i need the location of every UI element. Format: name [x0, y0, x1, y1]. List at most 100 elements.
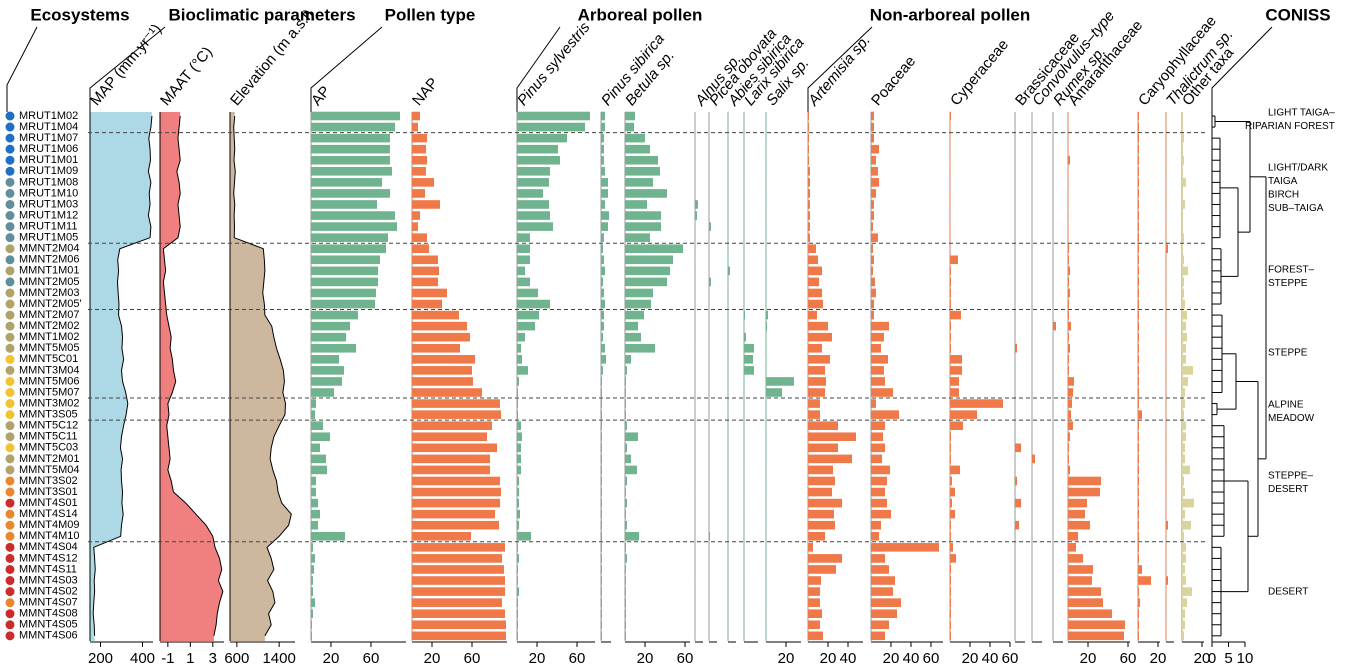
bar — [1182, 454, 1185, 464]
ecosystem-dot — [5, 155, 15, 165]
bar — [1182, 509, 1185, 519]
bar — [601, 189, 608, 198]
bar — [1138, 520, 1139, 530]
bar — [1166, 310, 1167, 320]
bar — [766, 255, 767, 265]
bar — [950, 299, 951, 309]
bar — [695, 543, 696, 552]
bar — [744, 122, 745, 132]
sample-label: MMNT2M07 — [19, 309, 80, 321]
bar — [744, 554, 745, 563]
bar — [311, 598, 315, 607]
bar — [766, 211, 767, 220]
bar — [517, 631, 518, 641]
bar — [808, 222, 810, 231]
bar — [625, 299, 651, 309]
bar — [625, 509, 626, 519]
bar — [808, 332, 832, 342]
bar — [311, 277, 378, 287]
sample-label: MRUT1M08 — [19, 176, 78, 188]
bar — [808, 266, 822, 276]
bar — [728, 520, 729, 530]
sample-label: MMNT3S02 — [19, 475, 78, 487]
bar — [808, 321, 828, 331]
bar — [1166, 410, 1167, 419]
bar — [412, 399, 500, 408]
bar — [766, 321, 767, 331]
bar — [625, 366, 627, 375]
panel-label: Pinus sylvestris — [514, 19, 594, 109]
bar — [1182, 410, 1184, 419]
bar — [1015, 244, 1016, 254]
bar — [1182, 222, 1183, 231]
bar — [808, 189, 810, 198]
bar — [625, 189, 667, 198]
bar — [950, 122, 951, 132]
ecosystem-dot — [5, 177, 15, 187]
bar — [625, 233, 650, 242]
bar — [1068, 520, 1090, 530]
bar — [1138, 543, 1139, 552]
bar — [1068, 543, 1076, 552]
bar — [625, 565, 626, 574]
ecosystem-dot — [5, 199, 15, 209]
bar — [1015, 178, 1016, 187]
bar — [1166, 189, 1167, 198]
bar — [1015, 167, 1016, 176]
x-tick-label: -1 — [161, 650, 174, 667]
panel-label: MAP (mm.yr⁻¹) — [87, 21, 165, 109]
bar — [871, 454, 882, 464]
bar — [1068, 531, 1078, 541]
bar — [601, 509, 602, 519]
bar — [695, 111, 696, 121]
bar — [871, 620, 889, 630]
bar — [808, 133, 809, 143]
bar — [744, 244, 745, 254]
bar — [412, 543, 505, 552]
bar — [1138, 178, 1139, 187]
sample-label: MMNT5C12 — [19, 420, 78, 432]
bar — [709, 609, 710, 618]
bar — [311, 266, 378, 276]
bar — [1015, 631, 1016, 641]
bar — [808, 531, 825, 541]
bar — [412, 321, 467, 331]
ecosystem-dot — [5, 321, 15, 331]
bar — [709, 222, 711, 231]
bar — [517, 565, 518, 574]
bar — [1138, 244, 1139, 254]
bar — [695, 454, 696, 464]
bar — [766, 355, 767, 364]
bar — [1138, 167, 1139, 176]
bar — [766, 487, 767, 497]
bar — [1068, 399, 1072, 408]
bar — [1015, 321, 1016, 331]
profile-line — [233, 115, 292, 637]
bar — [412, 343, 460, 353]
bar — [1138, 200, 1139, 209]
bar — [766, 266, 767, 276]
bar — [1166, 288, 1167, 298]
bar — [517, 598, 518, 607]
bar — [744, 332, 746, 342]
bar — [695, 343, 696, 353]
bar — [744, 355, 753, 364]
bar — [517, 487, 519, 497]
bar — [412, 465, 490, 475]
bar — [1166, 111, 1167, 121]
sample-label: MRUT1M09 — [19, 165, 78, 177]
bar — [728, 233, 729, 242]
bar — [1068, 178, 1069, 187]
bar — [412, 565, 504, 574]
bar — [1182, 465, 1190, 475]
bar — [517, 576, 518, 585]
bar — [709, 321, 710, 331]
bar — [709, 576, 710, 585]
bar — [1182, 255, 1184, 265]
bar — [728, 189, 729, 198]
bar — [311, 144, 390, 154]
bar — [709, 509, 710, 519]
bar — [601, 299, 605, 309]
bar — [1182, 355, 1186, 364]
header-leader — [6, 26, 38, 112]
